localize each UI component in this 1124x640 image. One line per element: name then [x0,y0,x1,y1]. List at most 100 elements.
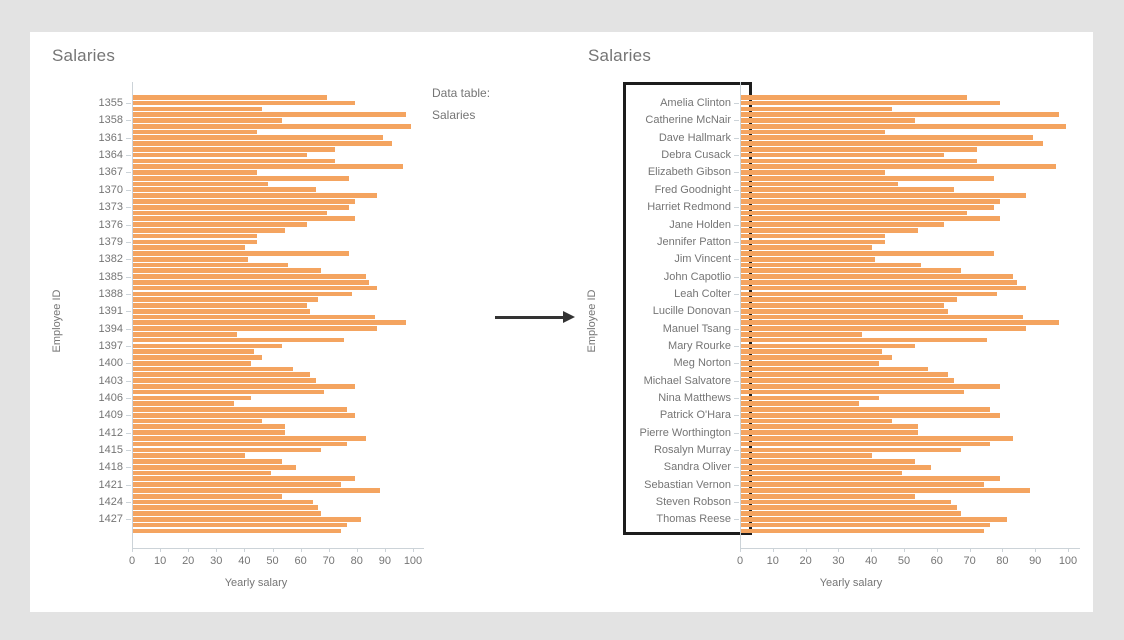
bar[interactable] [741,100,1001,106]
bar[interactable] [133,395,252,401]
bar[interactable] [133,112,406,118]
bar[interactable] [133,441,347,447]
bar[interactable] [741,112,1060,118]
bar[interactable] [741,430,919,435]
bar[interactable] [741,441,991,447]
bar[interactable] [741,193,1027,198]
bar[interactable] [133,123,412,129]
bar[interactable] [133,488,381,493]
bar[interactable] [133,470,271,476]
bar[interactable] [133,268,322,274]
bar[interactable] [741,407,991,412]
bar[interactable] [741,175,994,181]
bar[interactable] [133,245,246,250]
bar[interactable] [741,499,951,505]
bar[interactable] [741,418,892,424]
bar[interactable] [133,447,322,453]
bar[interactable] [741,522,991,528]
bar[interactable] [133,418,263,424]
bar[interactable] [133,227,285,233]
bar[interactable] [741,412,1001,418]
bar[interactable] [133,326,378,331]
bar[interactable] [741,308,948,314]
bar[interactable] [741,482,984,487]
bar[interactable] [741,505,958,511]
bar[interactable] [741,152,945,158]
bar[interactable] [133,158,336,164]
bar[interactable] [741,106,892,112]
bar[interactable] [133,407,347,412]
bar[interactable] [741,285,1027,291]
bar[interactable] [741,245,873,250]
bar[interactable] [133,210,327,216]
bar[interactable] [133,297,319,302]
bar[interactable] [741,181,899,187]
bar[interactable] [741,493,915,499]
bar[interactable] [133,528,341,534]
bar[interactable] [133,204,350,210]
bar[interactable] [741,464,932,470]
bar[interactable] [741,447,961,453]
bar[interactable] [133,129,257,135]
bar[interactable] [133,251,350,256]
bar[interactable] [133,147,336,152]
bar[interactable] [133,187,316,193]
bar[interactable] [741,222,945,227]
bar[interactable] [133,303,308,308]
bar[interactable] [741,141,1043,146]
bar[interactable] [133,360,252,366]
bar[interactable] [741,118,915,123]
bar[interactable] [133,384,355,389]
bar[interactable] [741,227,919,233]
bar[interactable] [741,158,978,164]
bar[interactable] [133,170,257,175]
bar[interactable] [133,239,257,245]
bar[interactable] [133,279,370,285]
bar[interactable] [741,470,902,476]
bar[interactable] [741,331,863,337]
bar[interactable] [133,372,311,378]
bar[interactable] [133,331,237,337]
bar[interactable] [741,279,1017,285]
bar[interactable] [741,147,978,152]
bar[interactable] [133,436,367,441]
bar[interactable] [741,199,1001,204]
bar[interactable] [133,100,355,106]
bar[interactable] [133,274,367,279]
bar[interactable] [133,337,344,343]
bar[interactable] [741,528,984,534]
bar[interactable] [741,291,997,297]
bar[interactable] [133,389,325,395]
bar[interactable] [741,170,886,175]
bar[interactable] [741,516,1007,522]
bar[interactable] [741,262,922,268]
bar[interactable] [741,326,1027,331]
bar[interactable] [133,222,308,227]
bar[interactable] [741,268,961,274]
bar[interactable] [133,106,263,112]
bar[interactable] [133,505,319,511]
bar[interactable] [133,152,308,158]
bar[interactable] [741,349,883,354]
bar[interactable] [133,216,355,222]
bar[interactable] [741,303,945,308]
bar[interactable] [741,123,1066,129]
bar[interactable] [741,314,1024,320]
bar[interactable] [741,204,994,210]
bar[interactable] [741,251,994,256]
bar[interactable] [741,384,1001,389]
bar[interactable] [133,181,268,187]
bar[interactable] [133,164,403,170]
bar[interactable] [741,274,1014,279]
bar[interactable] [133,193,378,198]
bar[interactable] [741,355,892,360]
bar[interactable] [741,395,879,401]
bar[interactable] [741,360,879,366]
bar[interactable] [741,453,873,459]
bar[interactable] [133,476,355,482]
bar[interactable] [741,366,928,372]
bar[interactable] [741,372,948,378]
bar[interactable] [133,430,285,435]
bar[interactable] [133,511,322,516]
bar[interactable] [133,453,246,459]
